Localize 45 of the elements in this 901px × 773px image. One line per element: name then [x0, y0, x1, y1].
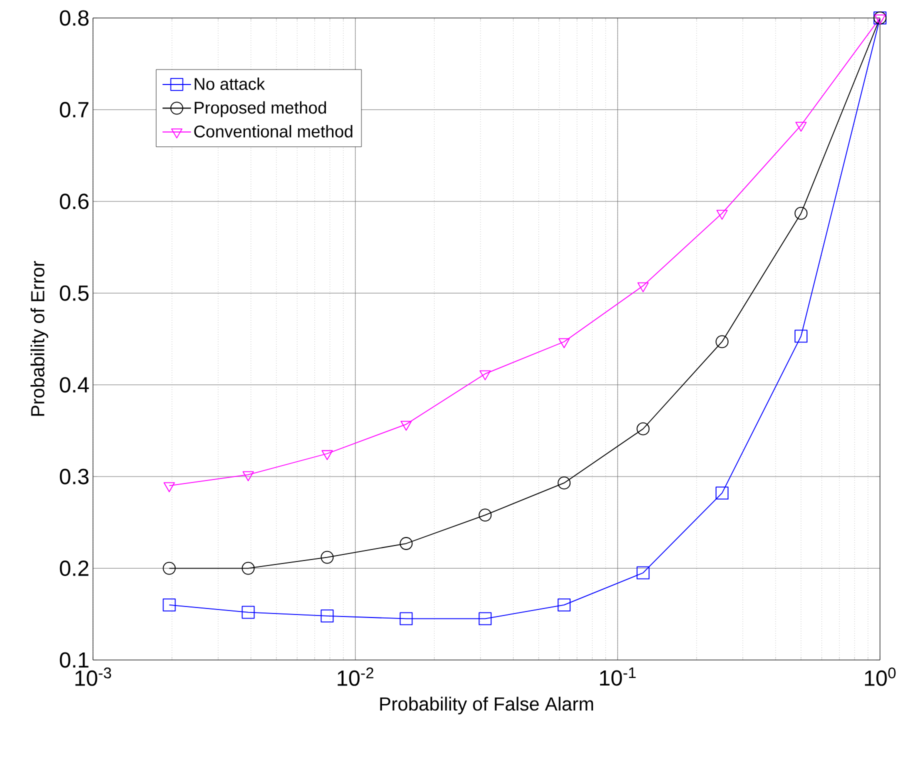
point [794, 330, 808, 343]
y-axis-title: Probability of Error [30, 260, 48, 416]
y-tick-label: 0.2 [60, 560, 88, 576]
y-tick-label: 0.1 [60, 652, 88, 668]
point [874, 14, 886, 24]
point [558, 598, 571, 612]
point [558, 338, 570, 348]
y-tick-label: 0.4 [60, 377, 89, 393]
point [478, 612, 492, 626]
y-tick-label: 0.3 [60, 468, 89, 484]
point [479, 370, 491, 380]
point [716, 335, 729, 348]
point [320, 550, 334, 564]
legend-label: Conventional method [194, 125, 352, 138]
legend-label: Proposed method [194, 101, 326, 118]
point [400, 537, 413, 550]
x-tick-label: 10$^{0}$ [864, 668, 896, 686]
y-tick-label: 0.7 [60, 102, 88, 118]
point [558, 476, 571, 490]
x-tick-label: 10$^{-1}$ [600, 668, 636, 686]
point [162, 562, 176, 575]
point [400, 420, 412, 431]
point [716, 486, 729, 500]
point [320, 610, 334, 622]
point [716, 210, 728, 220]
x-tick-label: 10$^{-3}$ [75, 668, 112, 686]
point [322, 450, 333, 460]
point [162, 598, 176, 612]
point [164, 482, 175, 492]
point [242, 471, 254, 482]
y-tick-label: 0.6 [60, 194, 89, 210]
point [636, 566, 650, 580]
legend-label: No attack [194, 78, 265, 90]
point [636, 422, 650, 436]
y-tick-label: 0.8 [60, 10, 89, 26]
point [637, 282, 649, 292]
point [400, 612, 413, 626]
point [794, 206, 808, 220]
y-tick-label: 0.5 [60, 285, 89, 301]
point [242, 562, 255, 575]
point [478, 508, 492, 522]
x-axis-title: Probability of False Alarm [380, 696, 594, 714]
x-tick-label: 10$^{-2}$ [338, 668, 374, 686]
point [242, 606, 255, 619]
point [795, 122, 807, 132]
